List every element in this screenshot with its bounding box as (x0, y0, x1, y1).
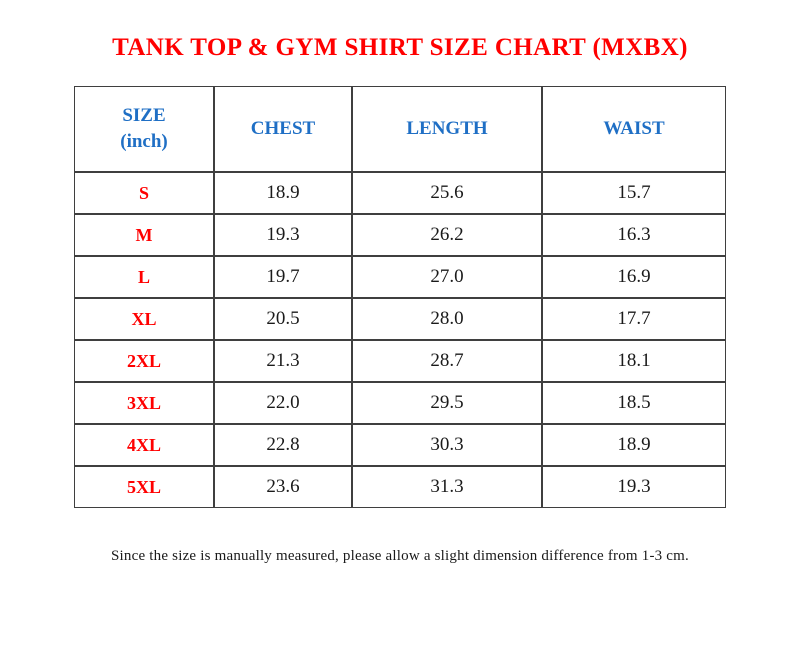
waist-value: 19.3 (542, 466, 726, 508)
header-row: SIZE (inch) CHEST LENGTH WAIST (74, 86, 726, 172)
table-row: 3XL 22.0 29.5 18.5 (74, 382, 726, 424)
size-chart-table: SIZE (inch) CHEST LENGTH WAIST S 18.9 25… (74, 86, 726, 508)
length-value: 26.2 (352, 214, 542, 256)
length-value: 29.5 (352, 382, 542, 424)
chest-value: 19.3 (214, 214, 352, 256)
length-value: 28.7 (352, 340, 542, 382)
table-body: S 18.9 25.6 15.7 M 19.3 26.2 16.3 L 19.7… (74, 172, 726, 508)
size-header-line1: SIZE (122, 105, 166, 127)
size-label: XL (74, 298, 214, 340)
length-value: 31.3 (352, 466, 542, 508)
waist-value: 18.1 (542, 340, 726, 382)
page-title: TANK TOP & GYM SHIRT SIZE CHART (MXBX) (112, 34, 688, 61)
column-header-waist: WAIST (542, 86, 726, 172)
chest-value: 23.6 (214, 466, 352, 508)
chest-value: 22.0 (214, 382, 352, 424)
chest-value: 19.7 (214, 256, 352, 298)
chest-value: 22.8 (214, 424, 352, 466)
table-row: S 18.9 25.6 15.7 (74, 172, 726, 214)
table-row: 2XL 21.3 28.7 18.1 (74, 340, 726, 382)
chest-value: 18.9 (214, 172, 352, 214)
table-header: SIZE (inch) CHEST LENGTH WAIST (74, 86, 726, 172)
chest-value: 20.5 (214, 298, 352, 340)
measurement-disclaimer: Since the size is manually measured, ple… (111, 548, 689, 564)
column-header-size: SIZE (inch) (74, 86, 214, 172)
size-label: M (74, 214, 214, 256)
table-row: 4XL 22.8 30.3 18.9 (74, 424, 726, 466)
length-value: 30.3 (352, 424, 542, 466)
table-row: L 19.7 27.0 16.9 (74, 256, 726, 298)
size-label: 3XL (74, 382, 214, 424)
table-row: M 19.3 26.2 16.3 (74, 214, 726, 256)
size-label: 5XL (74, 466, 214, 508)
table-row: 5XL 23.6 31.3 19.3 (74, 466, 726, 508)
waist-value: 18.5 (542, 382, 726, 424)
size-label: 4XL (74, 424, 214, 466)
length-value: 25.6 (352, 172, 542, 214)
size-label: S (74, 172, 214, 214)
size-label: L (74, 256, 214, 298)
size-label: 2XL (74, 340, 214, 382)
waist-value: 17.7 (542, 298, 726, 340)
length-value: 27.0 (352, 256, 542, 298)
chest-value: 21.3 (214, 340, 352, 382)
waist-value: 18.9 (542, 424, 726, 466)
waist-value: 16.3 (542, 214, 726, 256)
waist-value: 15.7 (542, 172, 726, 214)
size-header-line2: (inch) (120, 131, 168, 152)
length-value: 28.0 (352, 298, 542, 340)
table-row: XL 20.5 28.0 17.7 (74, 298, 726, 340)
column-header-chest: CHEST (214, 86, 352, 172)
column-header-length: LENGTH (352, 86, 542, 172)
waist-value: 16.9 (542, 256, 726, 298)
